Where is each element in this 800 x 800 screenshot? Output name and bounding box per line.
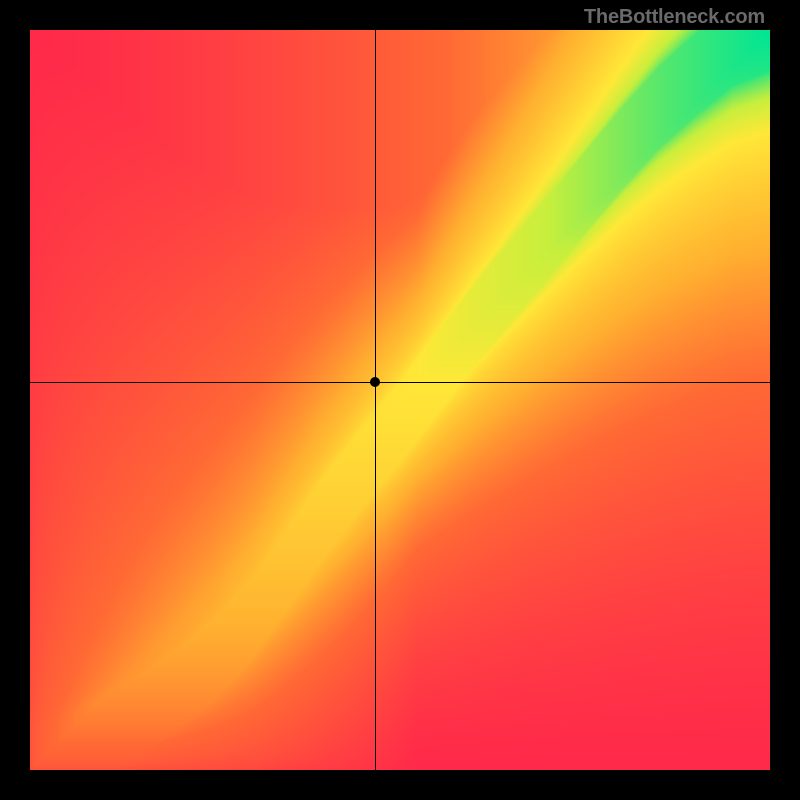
heatmap-canvas bbox=[30, 30, 770, 770]
crosshair-horizontal bbox=[30, 382, 770, 383]
heatmap-plot bbox=[30, 30, 770, 770]
watermark-text: TheBottleneck.com bbox=[584, 6, 765, 29]
data-point-marker bbox=[370, 377, 380, 387]
crosshair-vertical bbox=[375, 30, 376, 770]
